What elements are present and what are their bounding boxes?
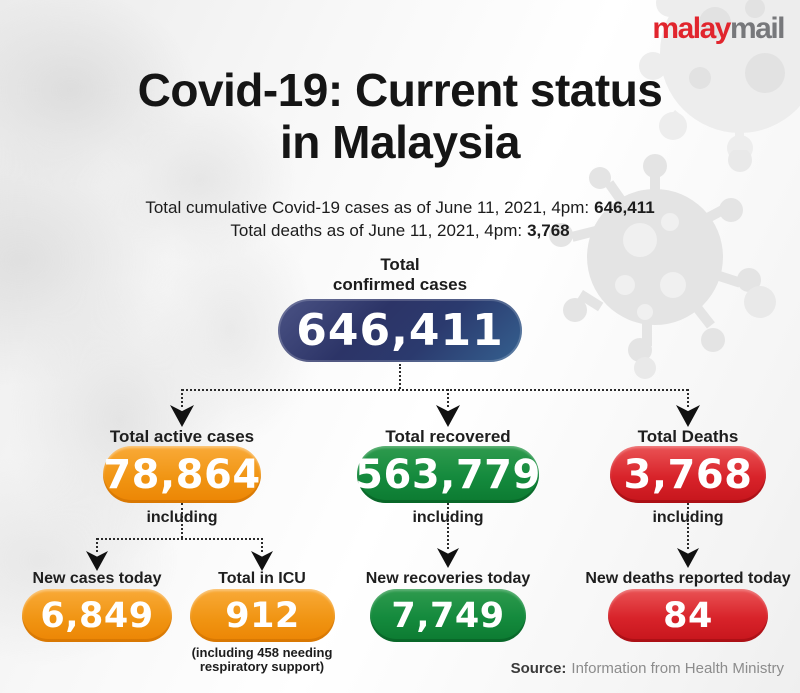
branch-label-recovered: Total recovered [385, 427, 511, 446]
source-label: Source: [510, 660, 567, 677]
arrow-down-icon [86, 551, 108, 571]
icu-note-line1: (including 458 needing [191, 645, 333, 660]
connector-root-stem [399, 364, 401, 389]
subtitle-line1-text: Total cumulative Covid-19 cases as of Ju… [145, 198, 590, 217]
total-in-icu-pill: 912 [190, 589, 335, 642]
arrow-down-icon [437, 548, 459, 568]
leaf-label-icu: Total in ICU [218, 570, 306, 587]
connector-active-crossbar [97, 538, 263, 540]
source-line: Source: Information from Health Ministry [511, 660, 784, 677]
connector-deaths-stem [687, 503, 689, 549]
connector-root-crossbar [182, 389, 688, 391]
subtitle-line2-value: 3,768 [527, 221, 570, 240]
new-deaths-today-pill: 84 [608, 589, 768, 642]
page-title: Covid-19: Current status in Malaysia [0, 64, 800, 168]
new-recoveries-today-pill: 7,749 [370, 589, 526, 642]
connector-active-stem [181, 503, 183, 538]
arrow-down-icon [436, 405, 460, 427]
root-label-line2: confirmed cases [332, 275, 468, 294]
subtitle-line1: Total cumulative Covid-19 cases as of Ju… [0, 196, 800, 219]
source-text: Information from Health Ministry [571, 660, 784, 677]
subtitle-line2: Total deaths as of June 11, 2021, 4pm: 3,… [0, 219, 800, 242]
subtitle-line1-value: 646,411 [594, 198, 655, 217]
connector-newcases-drop [96, 538, 98, 552]
arrow-down-icon [677, 548, 699, 568]
root-label-line1: Total [380, 255, 420, 274]
new-cases-today-pill: 6,849 [22, 589, 172, 642]
icu-note-line2: respiratory support) [199, 659, 325, 674]
title-line1: Covid-19: Current status [137, 64, 663, 116]
connector-icu-drop [261, 538, 263, 552]
including-label-recovered: including [412, 509, 484, 526]
leaf-label-new-cases: New cases today [32, 570, 162, 587]
arrow-down-icon [251, 551, 273, 571]
connector-recovered-stem [447, 503, 449, 549]
icu-note: (including 458 needing respiratory suppor… [172, 646, 352, 674]
logo-text-malay: malay [652, 12, 731, 45]
branch-label-active: Total active cases [109, 427, 255, 446]
total-active-cases-pill: 78,864 [103, 446, 261, 503]
total-deaths-pill: 3,768 [610, 446, 766, 503]
arrow-down-icon [676, 405, 700, 427]
connector-branch3-drop [687, 389, 689, 407]
leaf-label-new-deaths: New deaths reported today [585, 570, 791, 587]
title-line2: in Malaysia [280, 116, 520, 168]
total-recovered-pill: 563,779 [355, 446, 540, 503]
subtitle: Total cumulative Covid-19 cases as of Ju… [0, 196, 800, 242]
malaymail-logo: malaymail [652, 12, 786, 46]
subtitle-line2-text: Total deaths as of June 11, 2021, 4pm: [230, 221, 523, 240]
branch-label-deaths: Total Deaths [637, 427, 739, 446]
including-label-deaths: including [652, 509, 724, 526]
leaf-label-new-recoveries: New recoveries today [365, 570, 531, 587]
root-node-label: Total confirmed cases [0, 255, 800, 295]
arrow-down-icon [170, 405, 194, 427]
including-label-active: including [146, 509, 218, 526]
logo-text-mail: mail [729, 12, 786, 45]
total-confirmed-cases-pill: 646,411 [278, 299, 522, 362]
connector-branch2-drop [447, 389, 449, 407]
connector-branch1-drop [181, 389, 183, 407]
